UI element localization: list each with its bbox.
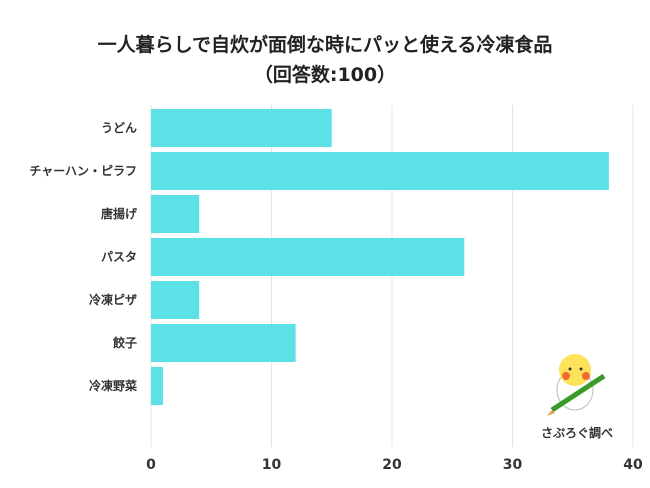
x-tick-label: 40 <box>623 457 643 473</box>
category-label: 唐揚げ <box>101 206 138 221</box>
category-label: パスタ <box>101 250 137 264</box>
category-label: 冷凍ピザ <box>89 292 137 307</box>
chart-title: 一人暮らしで自炊が面倒な時にパッと使える冷凍食品 <box>97 34 553 56</box>
x-tick-label: 30 <box>503 457 523 473</box>
chart-subtitle: （回答数:100） <box>253 64 397 86</box>
bar <box>151 109 332 147</box>
bar <box>151 367 164 405</box>
x-tick-label: 20 <box>382 457 402 473</box>
bar <box>151 152 609 190</box>
x-tick-label: 10 <box>262 457 282 473</box>
logo-bird-icon <box>547 354 606 416</box>
category-label: 冷凍野菜 <box>89 378 137 393</box>
logo-text: さぷろぐ調べ <box>541 425 613 440</box>
bar <box>151 195 200 233</box>
bar <box>151 238 465 276</box>
bar <box>151 281 200 319</box>
bar <box>151 324 296 362</box>
category-label: チャーハン・ピラフ <box>29 164 137 178</box>
x-tick-label: 0 <box>146 457 156 473</box>
category-label: うどん <box>101 121 137 135</box>
category-label: 餃子 <box>113 335 137 350</box>
